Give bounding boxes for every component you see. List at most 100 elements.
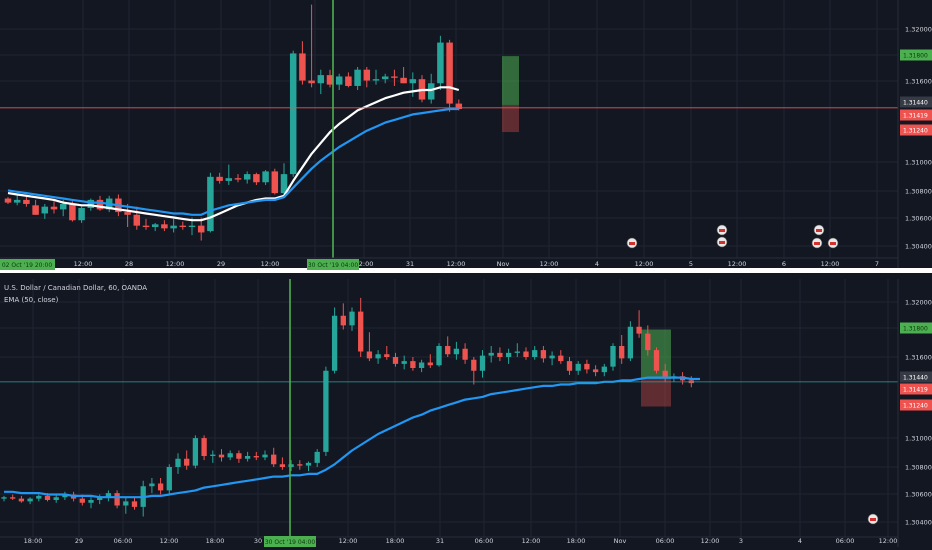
event-count-badge: 2 <box>823 223 827 230</box>
candle-body <box>210 454 216 456</box>
marker-time-badge[interactable] <box>307 259 359 270</box>
flag-stripe <box>719 229 725 232</box>
candle-body <box>234 178 242 180</box>
candle-body <box>79 498 85 503</box>
candle-body <box>566 361 573 371</box>
candle-body <box>349 311 355 326</box>
candle-body <box>243 174 251 180</box>
time-tick-label: 12:00 <box>355 260 374 268</box>
candle-body <box>523 351 529 357</box>
price-badge[interactable] <box>900 383 932 395</box>
candle-body <box>184 458 190 466</box>
price-badge-label: 1.31419 <box>903 112 928 119</box>
top-candles <box>4 4 463 241</box>
time-tick-label: 12:00 <box>701 537 720 545</box>
top-position-box[interactable] <box>502 56 519 133</box>
time-tick-label: 31 <box>436 537 444 545</box>
time-tick-label: 12:00 <box>160 537 179 545</box>
candle-body <box>409 79 417 84</box>
time-tick-label: 12:00 <box>879 537 898 545</box>
candle-body <box>149 483 155 487</box>
marker-time-label: 30 Oct '19 04:00 <box>265 539 315 546</box>
event-count-badge: 2 <box>821 236 825 243</box>
candle-body <box>372 79 380 81</box>
candle-body <box>23 199 30 204</box>
candle-body <box>427 362 433 366</box>
candle-body <box>175 458 181 467</box>
candle-body <box>69 203 76 221</box>
time-tick-label: 18:00 <box>567 537 586 545</box>
price-tick-label: 1.30800 <box>905 464 932 472</box>
candle-body <box>436 346 442 366</box>
time-tick-label: 6 <box>782 260 786 268</box>
candle-body <box>78 208 85 221</box>
candle-body <box>488 352 494 356</box>
price-tick-label: 1.30400 <box>905 519 932 527</box>
price-badge-label: 1.31440 <box>903 99 928 106</box>
candle-body <box>131 501 138 507</box>
candle-body <box>653 350 660 371</box>
candle-body <box>53 497 59 500</box>
event-count-badge: 4 <box>636 236 640 243</box>
price-badge[interactable] <box>900 399 932 411</box>
candle-body <box>400 77 407 84</box>
symbol-title[interactable]: U.S. Dollar / Canadian Dollar, 60, OANDA <box>4 284 147 292</box>
marker-time-badge[interactable] <box>264 536 316 547</box>
start-time-badge[interactable] <box>0 259 55 270</box>
candle-body <box>236 453 242 459</box>
ema-line <box>4 376 700 499</box>
candle-body <box>151 224 159 228</box>
price-badge-label: 1.31240 <box>903 402 928 409</box>
candle-body <box>62 494 68 498</box>
price-tick-label: 1.30600 <box>905 215 932 223</box>
time-tick-label: 12:00 <box>74 260 93 268</box>
candle-body <box>437 42 444 84</box>
candle-body <box>32 205 39 215</box>
candle-body <box>96 199 104 210</box>
candle-body <box>271 454 277 465</box>
time-tick-label: 12:00 <box>261 260 280 268</box>
candle-body <box>575 363 581 371</box>
candle-body <box>50 206 58 210</box>
event-count-badge: 2 <box>726 235 730 242</box>
candle-body <box>218 454 225 458</box>
price-badge[interactable] <box>900 371 932 383</box>
price-badge[interactable] <box>900 322 932 334</box>
flag-stripe <box>816 229 822 232</box>
time-tick-label: 12:00 <box>540 260 559 268</box>
price-badge[interactable] <box>900 124 932 136</box>
price-badge[interactable] <box>900 49 932 61</box>
candle-body <box>157 483 164 491</box>
candle-body <box>201 438 207 456</box>
candle-body <box>13 199 21 203</box>
price-tick-label: 1.30400 <box>905 243 932 251</box>
candle-body <box>532 350 538 357</box>
candle-body <box>253 174 260 183</box>
candle-body <box>170 225 177 229</box>
blue-ma-line <box>7 107 459 216</box>
pane-separator[interactable] <box>0 268 932 273</box>
candle-body <box>514 351 520 353</box>
candle-body <box>262 454 268 458</box>
stop-zone[interactable] <box>641 379 671 407</box>
candle-body <box>225 178 233 181</box>
profit-zone[interactable] <box>502 56 519 105</box>
indicator-label[interactable]: EMA (50, close) <box>4 296 59 304</box>
candle-body <box>375 354 381 359</box>
candle-body <box>455 103 463 110</box>
candle-body <box>592 369 599 373</box>
time-tick-label: 06:00 <box>656 537 675 545</box>
candle-body <box>584 363 590 370</box>
price-badge[interactable] <box>900 96 932 108</box>
stop-zone[interactable] <box>502 104 519 133</box>
candle-body <box>549 355 555 359</box>
price-badge[interactable] <box>900 109 932 121</box>
candle-body <box>446 42 453 104</box>
time-tick-label: 4 <box>798 537 802 545</box>
candle-body <box>133 214 141 226</box>
price-badge-label: 1.31800 <box>903 52 928 59</box>
candle-body <box>188 225 196 228</box>
candle-body <box>453 348 460 355</box>
price-badge-label: 1.31240 <box>903 127 928 134</box>
